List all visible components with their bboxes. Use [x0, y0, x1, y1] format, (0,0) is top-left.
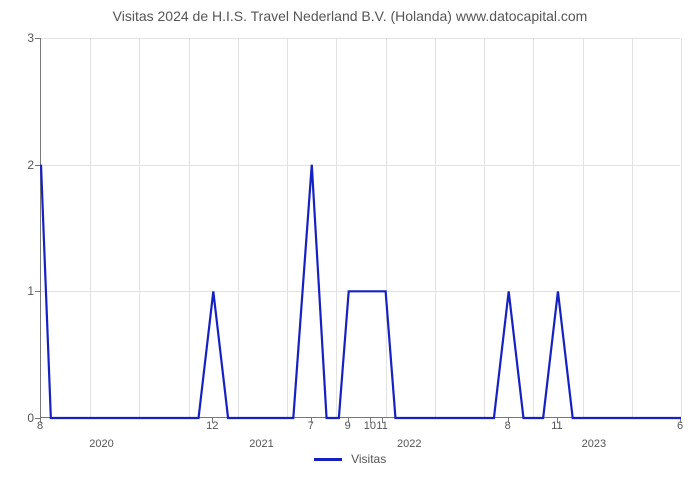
xaxis-year-label: 2022 — [397, 438, 421, 450]
vgrid — [681, 38, 682, 417]
xtick-mark — [508, 418, 509, 423]
ytick-label: 0 — [0, 411, 34, 425]
line-series — [41, 38, 680, 417]
plot-area — [40, 38, 680, 418]
ytick-label: 1 — [0, 284, 34, 298]
xaxis-year-label: 2023 — [582, 438, 606, 450]
xtick-mark — [382, 418, 383, 423]
ytick-label: 2 — [0, 158, 34, 172]
xaxis-year-label: 2020 — [89, 438, 113, 450]
legend-swatch — [314, 458, 342, 461]
legend-label: Visitas — [351, 452, 386, 466]
xtick-mark — [311, 418, 312, 423]
xtick-mark — [40, 418, 41, 423]
chart-title: Visitas 2024 de H.I.S. Travel Nederland … — [0, 0, 700, 28]
ytick-label: 3 — [0, 31, 34, 45]
xaxis-year-label: 2021 — [249, 438, 273, 450]
plot-wrap: 0123 8127910118116 2020202120222023 — [0, 28, 700, 448]
legend: Visitas — [0, 448, 700, 466]
xtick-mark — [348, 418, 349, 423]
xtick-mark — [212, 418, 213, 423]
xtick-mark — [370, 418, 371, 423]
xtick-mark — [557, 418, 558, 423]
